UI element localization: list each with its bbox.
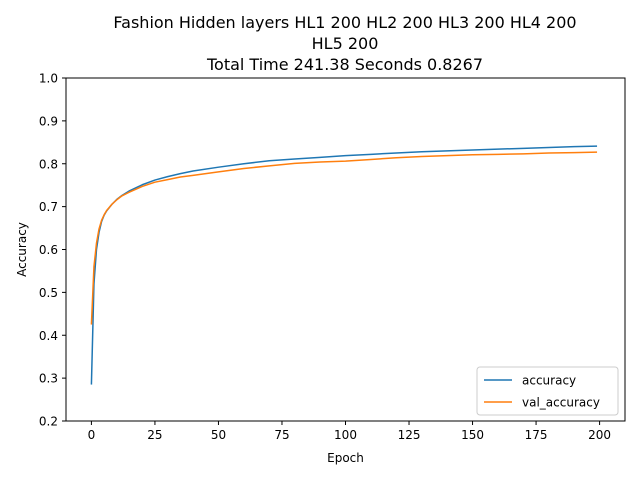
x-tick-label: 50 [211, 428, 226, 442]
y-axis-label: Accuracy [15, 222, 29, 277]
y-tick-label: 0.9 [39, 114, 58, 128]
y-tick-label: 0.8 [39, 157, 58, 171]
legend: accuracy val_accuracy [476, 366, 619, 416]
x-axis-label: Epoch [327, 451, 364, 465]
y-axis-ticks: 0.2 0.3 0.4 0.5 0.6 0.7 0.8 0.9 1.0 [39, 72, 66, 429]
x-tick-label: 125 [398, 428, 421, 442]
legend-label-val-accuracy: val_accuracy [522, 396, 600, 410]
x-tick-label: 150 [461, 428, 484, 442]
legend-label-accuracy: accuracy [522, 374, 576, 388]
y-tick-label: 0.5 [39, 286, 58, 300]
chart-title: Fashion Hidden layers HL1 200 HL2 200 HL… [113, 13, 576, 74]
x-tick-label: 175 [525, 428, 548, 442]
x-tick-label: 25 [147, 428, 162, 442]
chart-title-line-1: Fashion Hidden layers HL1 200 HL2 200 HL… [113, 13, 576, 32]
series-line-val-accuracy [90, 151, 598, 325]
y-tick-label: 0.4 [39, 329, 58, 343]
plot-area-frame [65, 77, 626, 422]
legend-box [476, 366, 619, 416]
y-tick-label: 0.6 [39, 243, 58, 257]
chart-title-line-2: HL5 200 [312, 34, 379, 53]
y-tick-label: 0.2 [39, 415, 58, 429]
x-tick-label: 200 [588, 428, 611, 442]
y-tick-label: 0.7 [39, 200, 58, 214]
x-axis-ticks: 0 25 50 75 100 125 150 175 200 [88, 421, 611, 442]
x-tick-label: 100 [334, 428, 357, 442]
y-tick-label: 1.0 [39, 72, 58, 86]
series-lines [90, 145, 598, 385]
y-tick-label: 0.3 [39, 372, 58, 386]
x-tick-label: 0 [88, 428, 96, 442]
chart-title-line-3: Total Time 241.38 Seconds 0.8267 [206, 55, 483, 74]
x-tick-label: 75 [274, 428, 289, 442]
